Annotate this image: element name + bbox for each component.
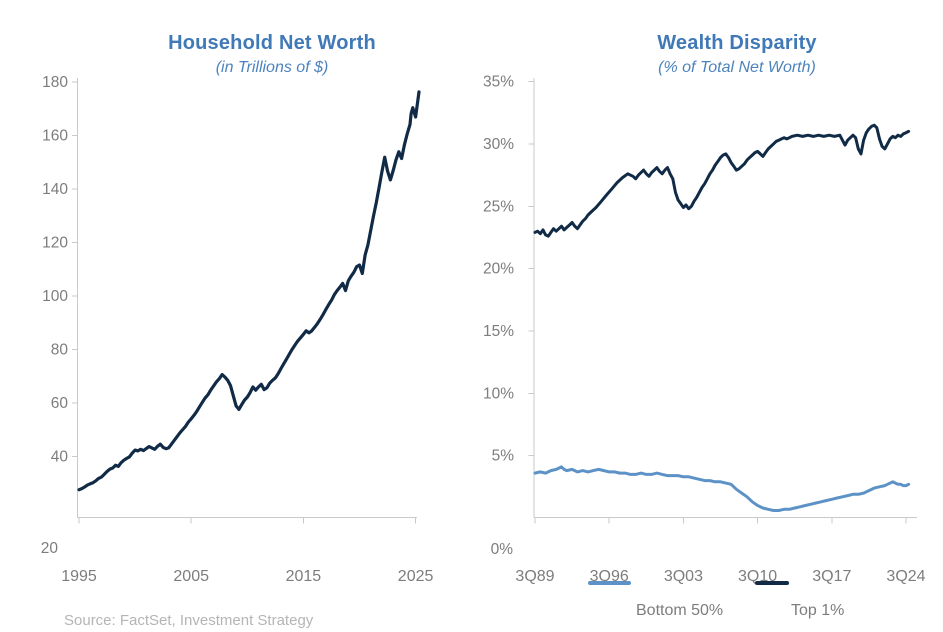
y-tick-label: 35%: [483, 74, 514, 91]
x-tick-label: 2015: [286, 568, 322, 585]
series-line-household-net-worth: [77, 90, 421, 492]
series-line-bottom-50-: [533, 465, 911, 512]
x-tick-label: 1995: [61, 568, 97, 585]
x-tick-label: 3Q17: [812, 568, 851, 585]
legend-line-sample-top1: [755, 581, 789, 585]
y-tick-label: 20%: [483, 261, 514, 278]
x-tick-label: 3Q89: [515, 568, 554, 585]
legend-label-top1: Top 1%: [791, 602, 845, 619]
y-tick-label: 60: [51, 395, 69, 412]
y-tick-label: 180: [42, 74, 68, 91]
y-tick-label: 15%: [483, 323, 514, 340]
right-chart-header: Wealth Disparity (% of Total Net Worth): [534, 30, 940, 79]
x-tick-label: 2025: [398, 568, 434, 585]
right-chart-subtitle: (% of Total Net Worth): [658, 59, 816, 76]
y-tick-label: 5%: [492, 448, 515, 465]
x-tick-label: 3Q96: [590, 568, 629, 585]
left-chart-header: Household Net Worth (in Trillions of $): [77, 30, 467, 79]
left-chart-title: Household Net Worth: [168, 32, 376, 54]
y-tick-label: 160: [42, 128, 68, 145]
y-tick-label: 30%: [483, 136, 514, 153]
x-tick-label: 3Q10: [738, 568, 777, 585]
y-tick-label: 140: [42, 181, 68, 198]
source-note: Source: FactSet, Investment Strategy: [64, 612, 314, 629]
series-line-top-1-: [533, 123, 911, 238]
x-tick-label: 3Q03: [664, 568, 703, 585]
x-tick-label: 2005: [173, 568, 209, 585]
x-tick-label: 3Q24: [886, 568, 925, 585]
y-tick-label: 120: [42, 235, 68, 252]
y-tick-label: 80: [51, 342, 69, 359]
y-axis-min-label: 0%: [491, 541, 514, 558]
right-chart-title: Wealth Disparity: [657, 32, 817, 54]
legend-line-sample-bottom50: [588, 581, 631, 585]
y-tick-label: 40: [51, 449, 69, 466]
y-axis-min-label: 20: [41, 540, 59, 557]
y-tick-label: 25%: [483, 198, 514, 215]
y-tick-label: 100: [42, 288, 68, 305]
legend-label-bottom50: Bottom 50%: [636, 602, 724, 619]
y-tick-label: 10%: [483, 385, 514, 402]
left-chart-subtitle: (in Trillions of $): [215, 59, 329, 76]
